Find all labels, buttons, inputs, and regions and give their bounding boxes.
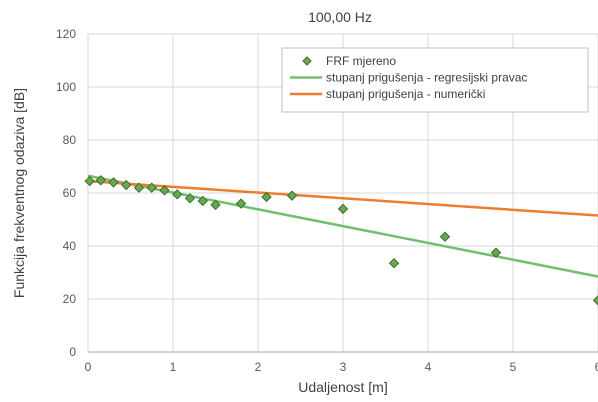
tick-labels: 0 20 40 60 80 100 120 0 1 2 3 4 5 6 xyxy=(56,27,598,374)
data-point xyxy=(388,258,400,269)
x-tick-label: 3 xyxy=(340,360,347,374)
y-tick-label: 80 xyxy=(63,133,77,147)
data-point xyxy=(146,182,157,193)
x-axis-title: Udaljenost [m] xyxy=(298,379,387,395)
data-point xyxy=(159,185,170,196)
series-line-2 xyxy=(87,179,598,217)
x-tick-label: 2 xyxy=(255,360,262,374)
y-tick-label: 40 xyxy=(63,239,77,253)
data-point xyxy=(172,189,183,200)
data-point xyxy=(286,190,298,201)
axes xyxy=(87,34,598,353)
x-tick-label: 5 xyxy=(510,360,517,374)
data-point xyxy=(121,179,132,191)
y-tick-label: 20 xyxy=(63,292,77,306)
data-point xyxy=(490,247,502,258)
chart-title: 100,00 Hz xyxy=(308,9,372,25)
y-tick-label: 60 xyxy=(63,186,77,200)
y-tick-label: 0 xyxy=(69,345,76,359)
legend-box xyxy=(281,47,589,113)
y-axis-title: Funkcija frekventnog odaziva [dB] xyxy=(11,88,27,298)
x-tick-label: 0 xyxy=(85,360,92,374)
data-point xyxy=(592,295,598,306)
data-point xyxy=(84,175,95,187)
legend-label: stupanj prigušenja - regresijski pravac xyxy=(326,71,527,85)
data-point xyxy=(197,195,208,207)
series-layer xyxy=(84,174,598,306)
x-tick-label: 1 xyxy=(170,360,177,374)
data-point xyxy=(210,199,221,211)
data-point xyxy=(95,175,106,186)
x-tick-label: 6 xyxy=(595,360,598,374)
data-point xyxy=(235,198,247,209)
data-point xyxy=(184,193,196,204)
data-point xyxy=(439,231,451,242)
legend: FRF mjereno stupanj prigušenja - regresij… xyxy=(281,47,589,113)
y-tick-label: 100 xyxy=(56,80,76,94)
legend-label: stupanj prigušenja - numerički xyxy=(326,87,485,101)
x-tick-label: 4 xyxy=(425,360,432,374)
data-point xyxy=(108,177,119,188)
data-point xyxy=(261,191,272,203)
legend-marker xyxy=(302,56,312,66)
legend-label: FRF mjereno xyxy=(326,54,396,68)
y-tick-label: 120 xyxy=(56,27,76,41)
data-point xyxy=(133,182,145,193)
data-point xyxy=(337,203,349,215)
series-line-1 xyxy=(87,174,598,278)
